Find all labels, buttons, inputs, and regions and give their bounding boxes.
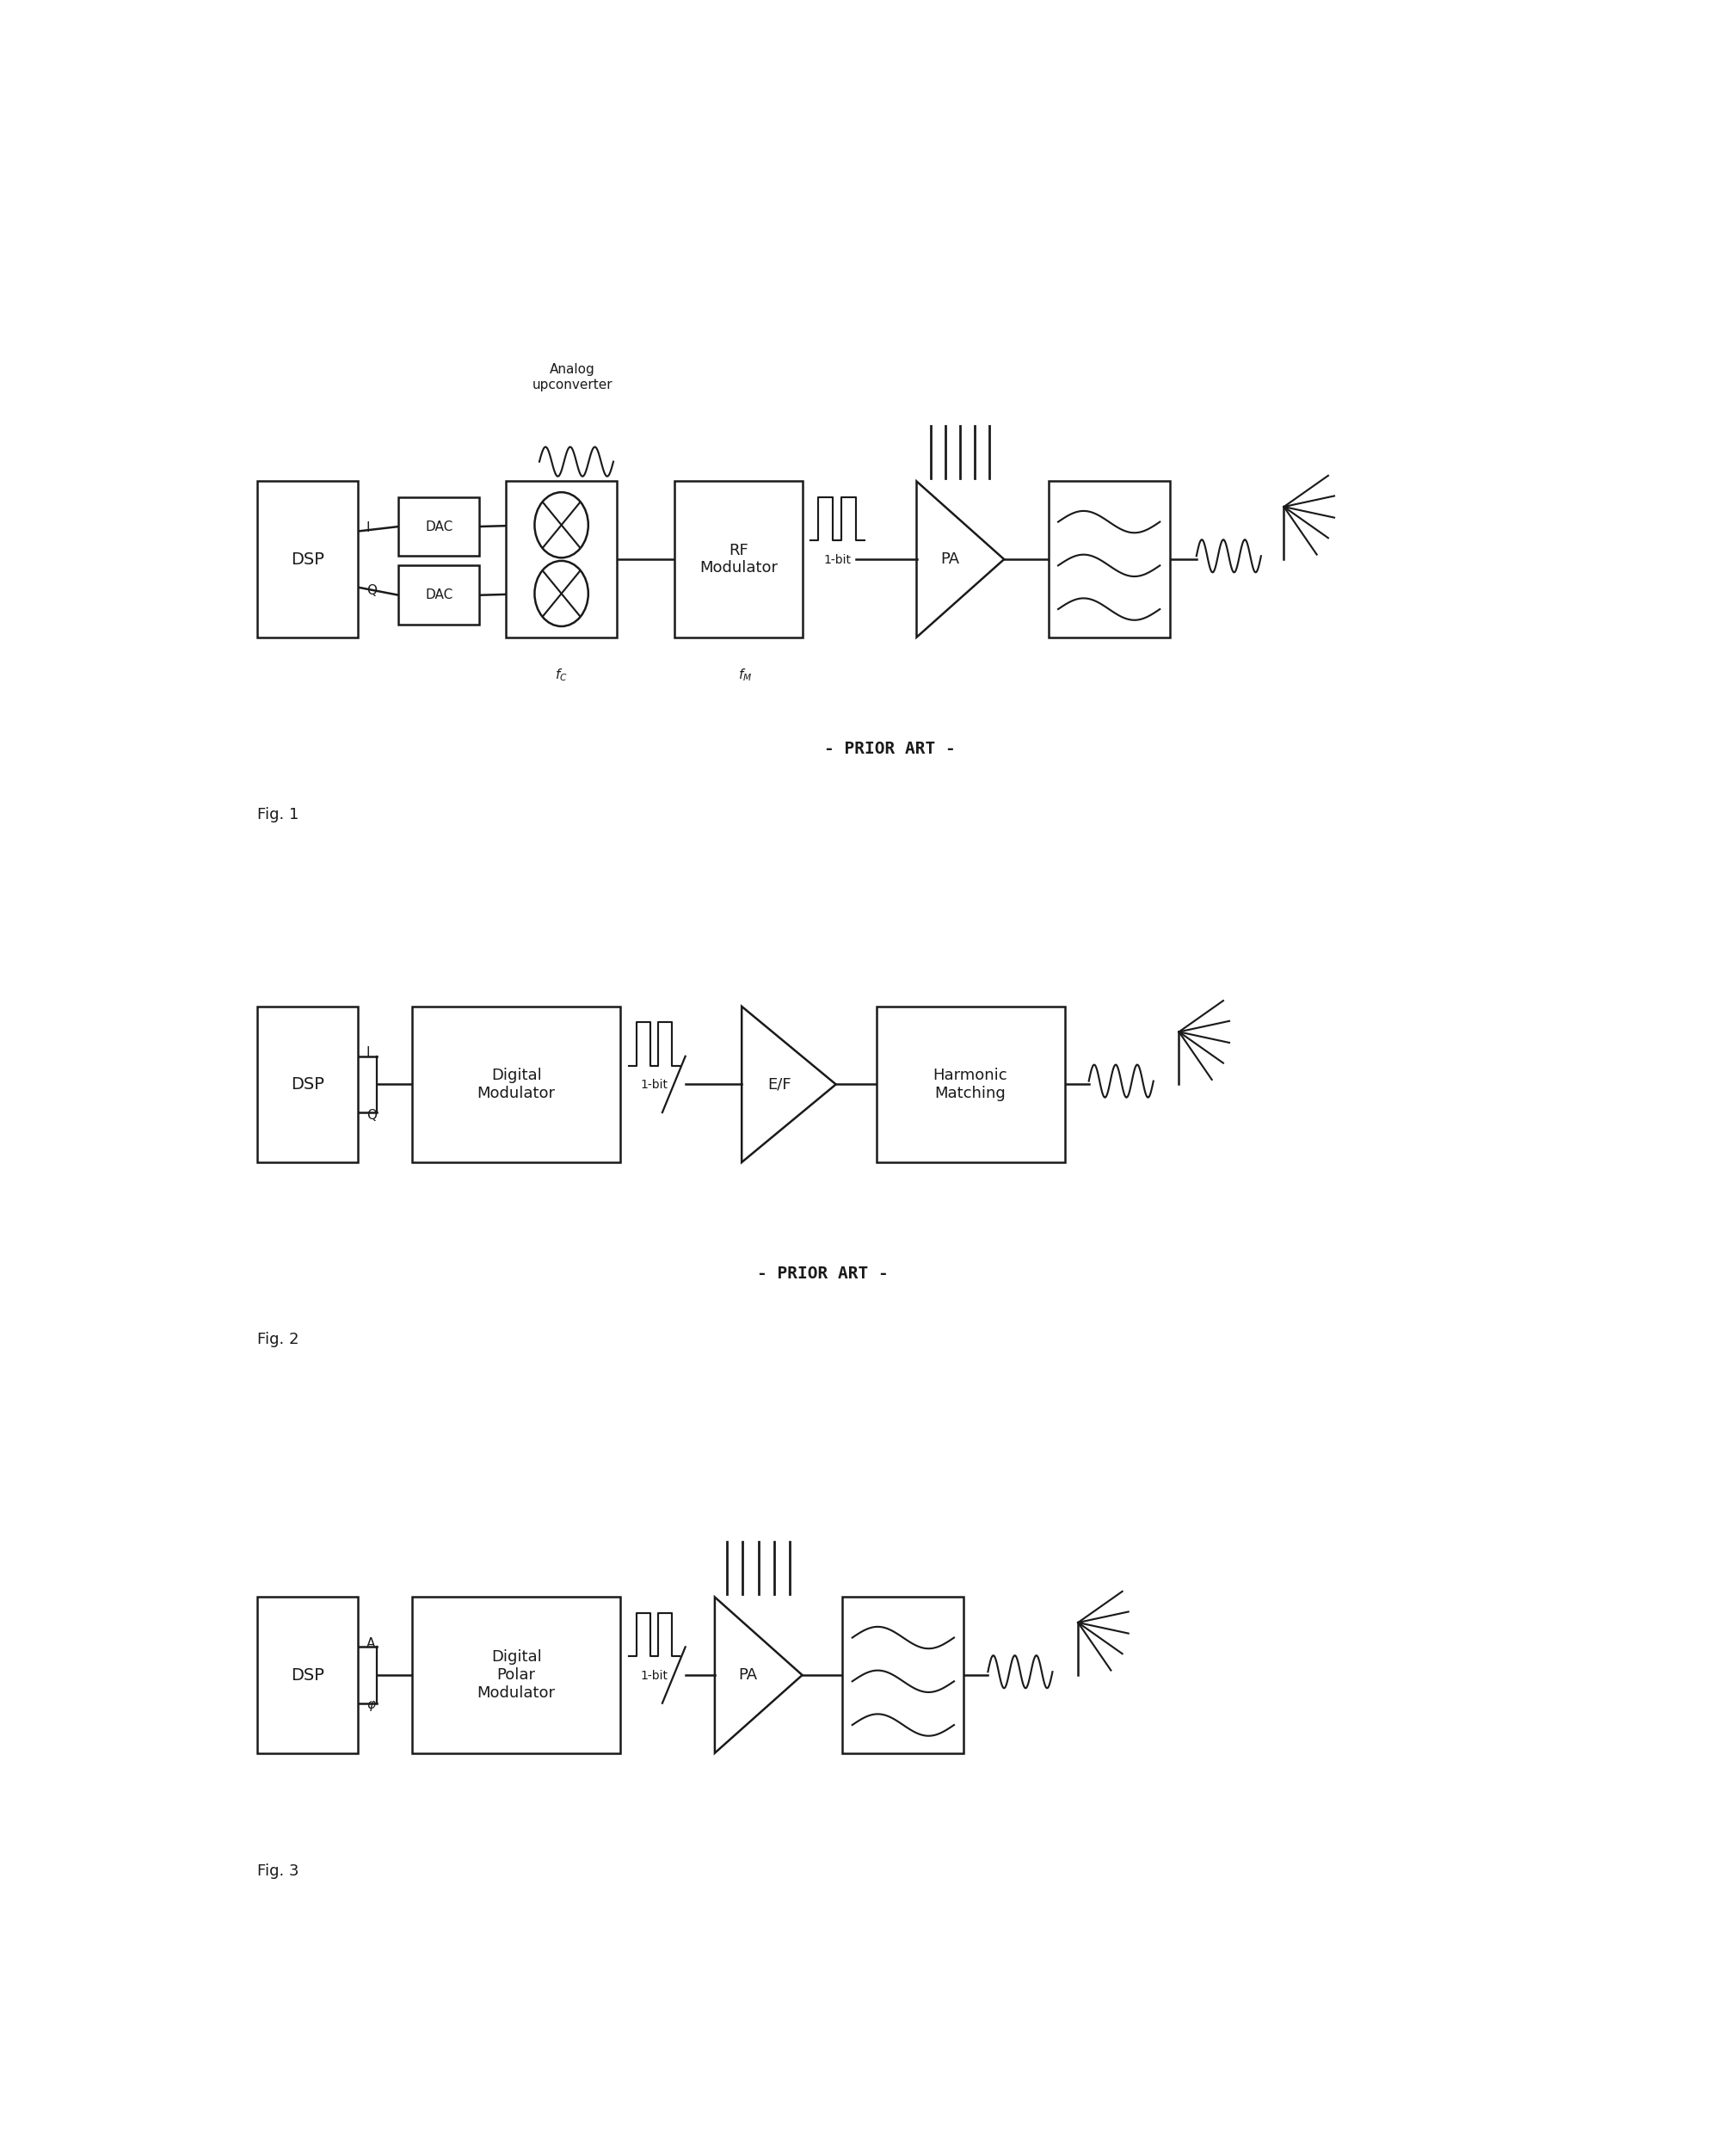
FancyBboxPatch shape — [842, 1596, 963, 1754]
FancyBboxPatch shape — [877, 1006, 1064, 1161]
FancyBboxPatch shape — [411, 1006, 621, 1161]
FancyBboxPatch shape — [411, 1596, 621, 1754]
Text: I: I — [366, 1046, 370, 1059]
Text: PA: PA — [738, 1666, 757, 1683]
Text: Fig. 2: Fig. 2 — [257, 1332, 299, 1347]
Text: A: A — [366, 1637, 375, 1649]
Text: DSP: DSP — [292, 1076, 325, 1093]
Text: Q: Q — [366, 584, 377, 597]
Text: - PRIOR ART -: - PRIOR ART - — [757, 1266, 889, 1283]
Text: $f_M$: $f_M$ — [738, 667, 752, 682]
FancyBboxPatch shape — [1049, 482, 1170, 637]
FancyBboxPatch shape — [674, 482, 802, 637]
Text: Fig. 1: Fig. 1 — [257, 808, 299, 823]
Text: DSP: DSP — [292, 1666, 325, 1683]
Text: Analog
upconverter: Analog upconverter — [533, 362, 613, 392]
Text: Harmonic
Matching: Harmonic Matching — [934, 1068, 1007, 1102]
Text: 1-bit: 1-bit — [641, 1078, 668, 1091]
FancyBboxPatch shape — [257, 1006, 358, 1161]
Text: PA: PA — [941, 552, 960, 567]
Text: 1-bit: 1-bit — [823, 554, 851, 565]
FancyBboxPatch shape — [507, 482, 616, 637]
Text: DAC: DAC — [425, 520, 453, 533]
Text: I: I — [366, 522, 370, 535]
Text: $f_C$: $f_C$ — [556, 667, 568, 682]
FancyBboxPatch shape — [399, 565, 479, 624]
Text: RF
Modulator: RF Modulator — [700, 543, 778, 575]
Text: - PRIOR ART -: - PRIOR ART - — [825, 742, 955, 757]
Text: E/F: E/F — [767, 1076, 792, 1091]
Text: Digital
Polar
Modulator: Digital Polar Modulator — [477, 1649, 556, 1701]
Text: Q: Q — [366, 1110, 377, 1123]
Text: 1-bit: 1-bit — [641, 1669, 668, 1681]
Text: DSP: DSP — [292, 552, 325, 567]
Text: Fig. 3: Fig. 3 — [257, 1862, 299, 1880]
FancyBboxPatch shape — [257, 482, 358, 637]
Text: $\varphi$: $\varphi$ — [366, 1701, 377, 1713]
FancyBboxPatch shape — [399, 497, 479, 556]
Text: DAC: DAC — [425, 588, 453, 601]
Text: Digital
Modulator: Digital Modulator — [477, 1068, 556, 1102]
FancyBboxPatch shape — [257, 1596, 358, 1754]
